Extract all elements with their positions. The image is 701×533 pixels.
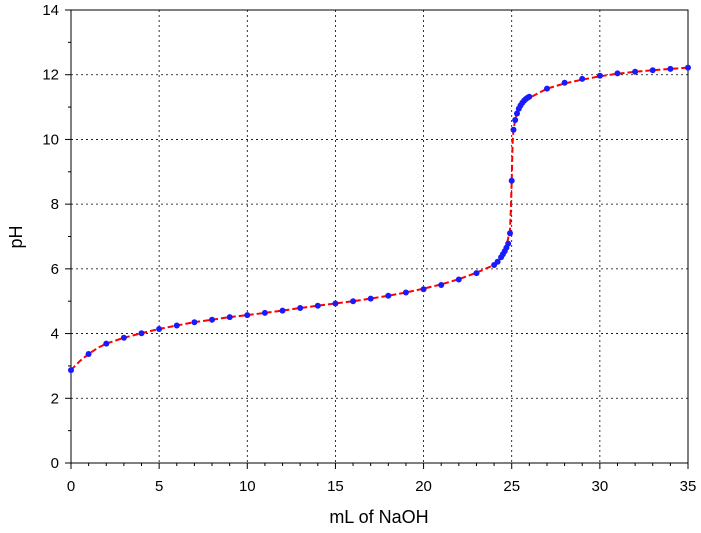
- x-axis-title: mL of NaOH: [329, 507, 428, 527]
- data-point: [514, 110, 520, 117]
- data-point: [508, 177, 515, 184]
- grid: [71, 10, 688, 463]
- data-point: [350, 298, 357, 305]
- data-point: [297, 305, 304, 311]
- data-points: [68, 64, 691, 374]
- data-point: [632, 68, 639, 75]
- titration-curve-line: [70, 66, 689, 371]
- data-point: [420, 286, 427, 293]
- data-point: [649, 67, 656, 74]
- y-tick-label: 6: [51, 261, 59, 278]
- data-point: [367, 295, 374, 302]
- data-point: [614, 70, 621, 77]
- y-axis-title: pH: [6, 225, 26, 248]
- data-point: [526, 93, 533, 100]
- data-point: [156, 326, 163, 332]
- data-point: [505, 240, 512, 247]
- y-tick-label: 10: [42, 131, 59, 148]
- data-point: [385, 292, 392, 299]
- data-point: [561, 79, 568, 86]
- y-tick-label: 2: [51, 390, 59, 407]
- x-tick-label: 20: [415, 478, 432, 495]
- axis-ticks: [65, 9, 689, 469]
- x-tick-label: 30: [592, 478, 609, 495]
- data-point: [279, 307, 286, 314]
- y-tick-label: 12: [42, 67, 59, 84]
- data-point: [120, 334, 127, 341]
- data-point: [209, 316, 215, 323]
- data-point: [261, 309, 268, 316]
- data-point: [244, 312, 251, 319]
- data-point: [332, 300, 339, 307]
- data-point: [226, 314, 233, 321]
- data-point: [314, 302, 321, 309]
- data-point: [438, 282, 445, 288]
- y-tick-labels: 0 2 4 6 8 10 12 14: [42, 2, 59, 472]
- data-point: [103, 340, 110, 347]
- x-tick-label: 5: [155, 478, 163, 495]
- x-tick-label: 35: [680, 478, 697, 495]
- data-point: [68, 367, 74, 374]
- data-point: [473, 270, 480, 277]
- x-tick-label: 0: [67, 478, 75, 495]
- data-point: [191, 319, 198, 326]
- x-tick-label: 10: [239, 478, 256, 495]
- data-point: [544, 85, 550, 92]
- y-tick-label: 14: [42, 2, 59, 19]
- data-point: [494, 258, 501, 265]
- data-point: [667, 65, 674, 72]
- x-tick-label: 15: [327, 478, 344, 495]
- y-tick-label: 0: [51, 455, 59, 472]
- data-point: [173, 322, 180, 329]
- data-point: [685, 64, 691, 71]
- data-point: [85, 351, 92, 357]
- data-point: [579, 75, 586, 82]
- data-point: [138, 330, 145, 337]
- x-tick-label: 25: [503, 478, 520, 495]
- data-point: [507, 230, 513, 237]
- x-tick-labels: 0 5 10 15 20 25 30 35: [67, 478, 697, 495]
- data-point: [455, 276, 462, 283]
- data-point: [402, 289, 409, 296]
- y-tick-label: 4: [51, 326, 59, 343]
- data-point: [510, 126, 517, 133]
- data-point: [596, 72, 603, 79]
- y-tick-label: 8: [51, 196, 59, 213]
- data-point: [512, 117, 519, 123]
